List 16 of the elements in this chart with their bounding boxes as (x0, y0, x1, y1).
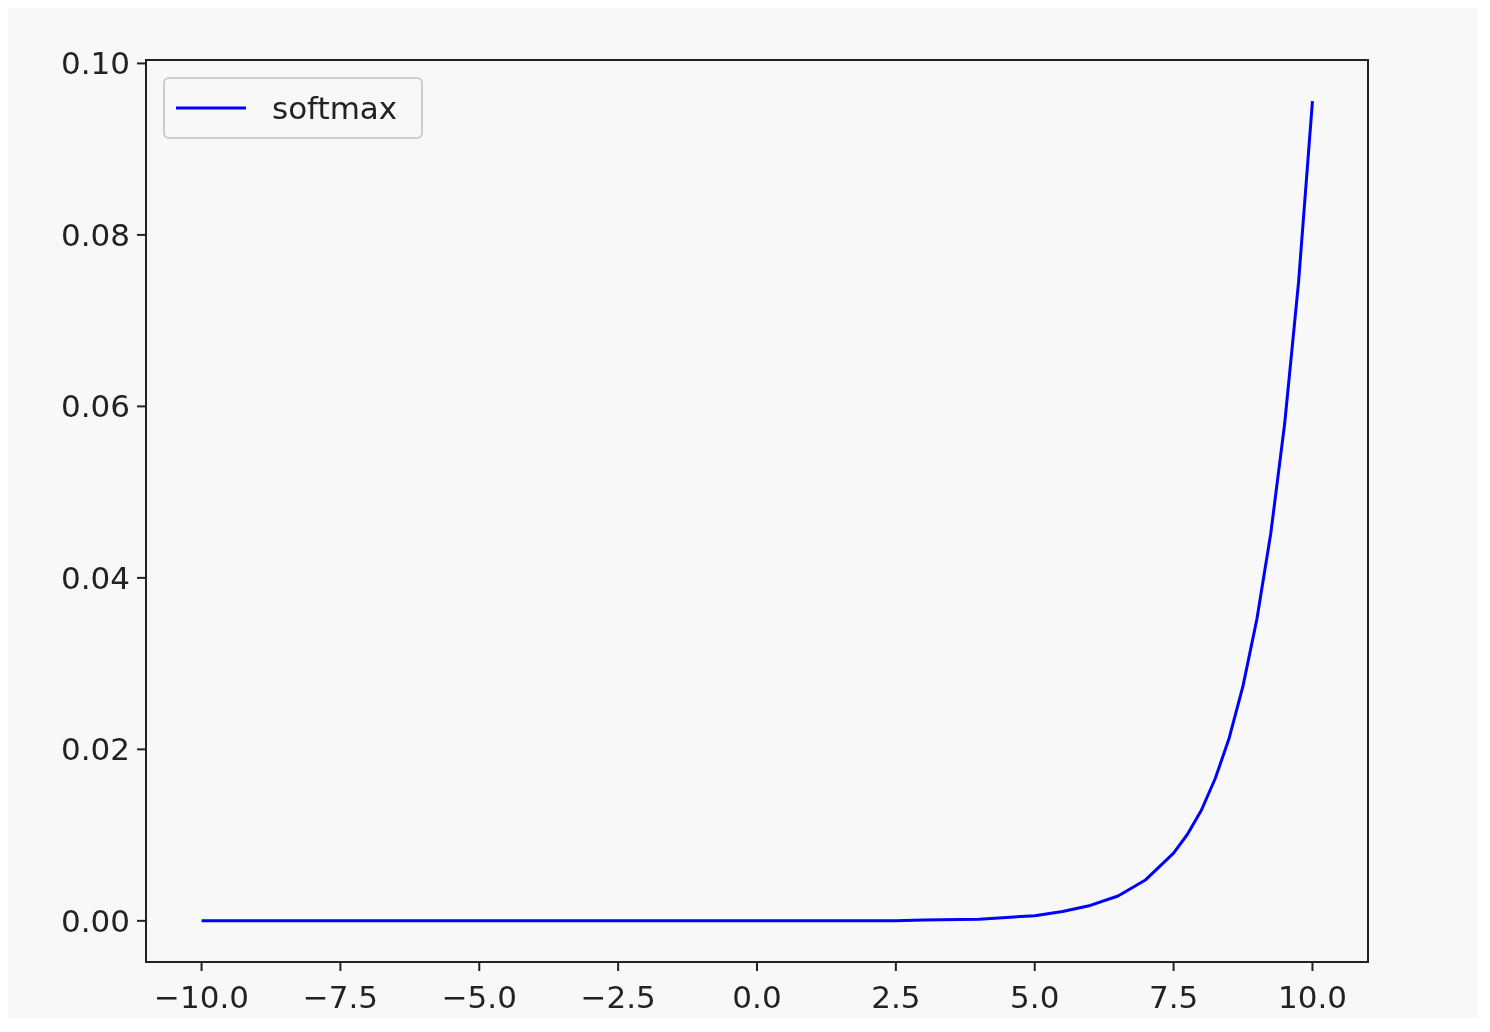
y-tick-label: 0.08 (60, 216, 130, 253)
x-tick-label: 5.0 (1010, 979, 1060, 1015)
x-tick-label: 0.0 (732, 979, 782, 1015)
legend-label: softmax (272, 89, 398, 126)
y-tick-label: 0.10 (60, 45, 130, 82)
x-tick-label: 7.5 (1148, 979, 1199, 1015)
x-tick-label: −2.5 (580, 979, 656, 1015)
x-tick-label: −10.0 (154, 979, 250, 1015)
y-tick-label: 0.02 (60, 731, 130, 768)
x-tick-label: −7.5 (302, 979, 379, 1015)
y-tick-label: 0.00 (60, 902, 130, 939)
y-tick-label: 0.04 (60, 559, 130, 596)
x-tick-label: 10.0 (1277, 979, 1347, 1015)
x-tick-label: −5.0 (441, 979, 517, 1015)
y-tick-label: 0.06 (60, 388, 130, 425)
x-tick-label: 2.5 (871, 979, 921, 1015)
